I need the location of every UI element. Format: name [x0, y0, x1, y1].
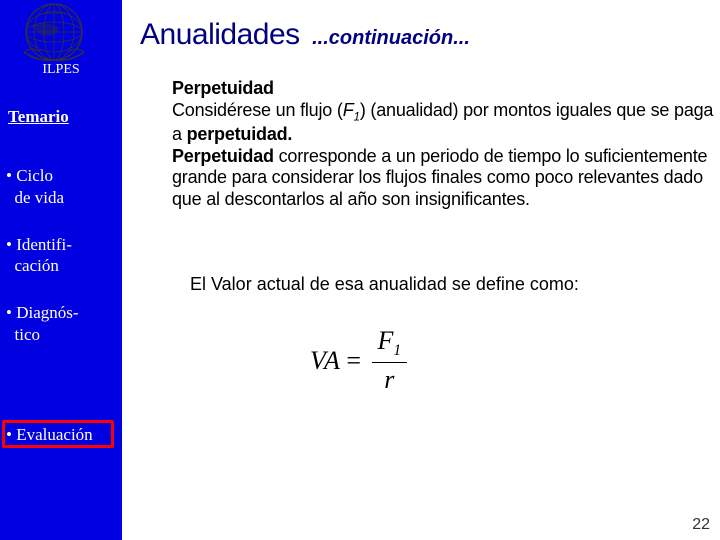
formula-lhs: VA — [310, 346, 340, 375]
body-text: Perpetuidad Considérese un flujo (F1) (a… — [172, 78, 720, 211]
nav-item-ciclo[interactable]: • Ciclo de vida — [6, 165, 118, 208]
nav-item-evaluacion[interactable]: • Evaluación — [6, 422, 97, 449]
page-number: 22 — [692, 516, 710, 534]
slide-title: Anualidades ...continuación... — [140, 18, 710, 52]
body-line1a: Considérese un flujo ( — [172, 100, 343, 120]
fraction: F1 r — [372, 326, 408, 395]
heading-perpetuidad: Perpetuidad — [172, 78, 274, 98]
formula-num-var: F — [378, 326, 394, 355]
title-main: Anualidades — [140, 18, 300, 51]
formula-den: r — [372, 363, 408, 395]
formula-eq: = — [340, 346, 361, 375]
sidebar: ILPES Temario • Ciclo de vida • Identifi… — [0, 0, 122, 540]
heading-perpetuidad-2: Perpetuidad — [172, 146, 274, 166]
nav-item-diagnostico[interactable]: • Diagnós- tico — [6, 302, 118, 345]
highlight-box — [2, 420, 114, 448]
nav-temario[interactable]: Temario — [8, 106, 118, 127]
org-label: ILPES — [0, 62, 122, 78]
slide: ILPES Temario • Ciclo de vida • Identifi… — [0, 0, 720, 540]
valor-actual-line: El Valor actual de esa anualidad se defi… — [190, 274, 710, 295]
body-var-f: F — [343, 100, 354, 120]
nav: Temario • Ciclo de vida • Identifi- caci… — [6, 106, 118, 371]
body-bold-perpetuidad: perpetuidad. — [187, 124, 293, 144]
title-continuation: ...continuación... — [312, 27, 470, 49]
formula: VA = F1 r — [310, 326, 407, 395]
nav-item-identificacion[interactable]: • Identifi- cación — [6, 234, 118, 277]
un-logo-icon — [2, 2, 107, 62]
formula-num-sub: 1 — [393, 342, 401, 359]
